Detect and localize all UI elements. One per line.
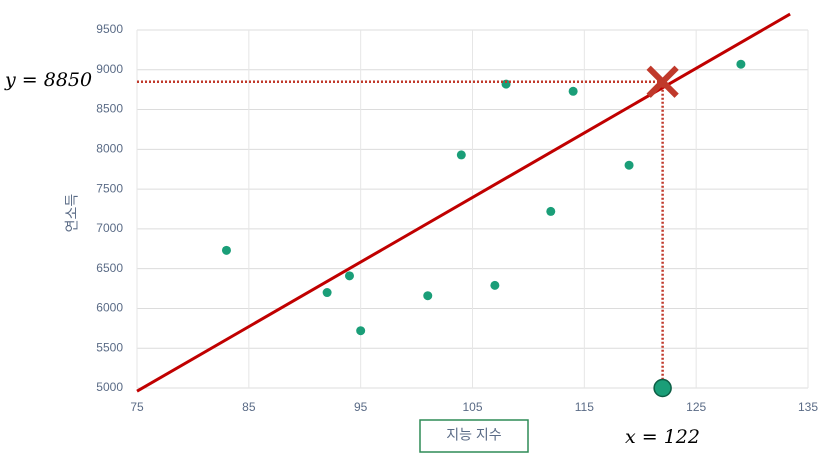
- x-tick-label: 135: [798, 400, 818, 414]
- x-tick-label: 105: [462, 400, 482, 414]
- x-tick-label: 115: [575, 400, 594, 414]
- x-label-box: [419, 419, 529, 453]
- y-tick-label: 8000: [96, 142, 123, 156]
- prediction-marker: [646, 65, 679, 98]
- y-tick-label: 8500: [96, 102, 123, 116]
- point: [356, 326, 366, 336]
- x-annotation: x = 122: [625, 426, 700, 448]
- y-tick-label: 7000: [96, 221, 123, 235]
- point: [344, 271, 354, 281]
- x-tick-label: 125: [686, 400, 706, 414]
- point: [423, 291, 433, 301]
- y-tick-label: 9000: [96, 62, 123, 76]
- x-tick-label: 85: [242, 400, 256, 414]
- x-tick-label: 95: [354, 400, 368, 414]
- point: [546, 206, 556, 216]
- point: [568, 86, 578, 96]
- y-tick-label: 6500: [96, 261, 123, 275]
- point: [736, 59, 746, 69]
- y-annotation: y = 8850: [4, 69, 92, 91]
- y-tick-label: 6000: [96, 301, 123, 315]
- point: [501, 79, 511, 89]
- input-point: [653, 378, 672, 398]
- cross-stroke: [646, 65, 679, 98]
- y-tick-label: 5000: [96, 380, 123, 394]
- point: [490, 280, 500, 290]
- y-tick-label: 7500: [96, 181, 123, 195]
- x-axis-label: 지능 지수: [446, 427, 502, 443]
- trend-line: [136, 12, 791, 393]
- y-tick-label: 5500: [96, 340, 123, 354]
- y-tick-label: 9500: [96, 22, 123, 36]
- point: [456, 150, 466, 160]
- point: [221, 245, 231, 255]
- x-tick-label: 75: [130, 400, 144, 414]
- y-axis-label: 연소득: [64, 194, 80, 233]
- point: [322, 288, 332, 298]
- point: [624, 160, 634, 170]
